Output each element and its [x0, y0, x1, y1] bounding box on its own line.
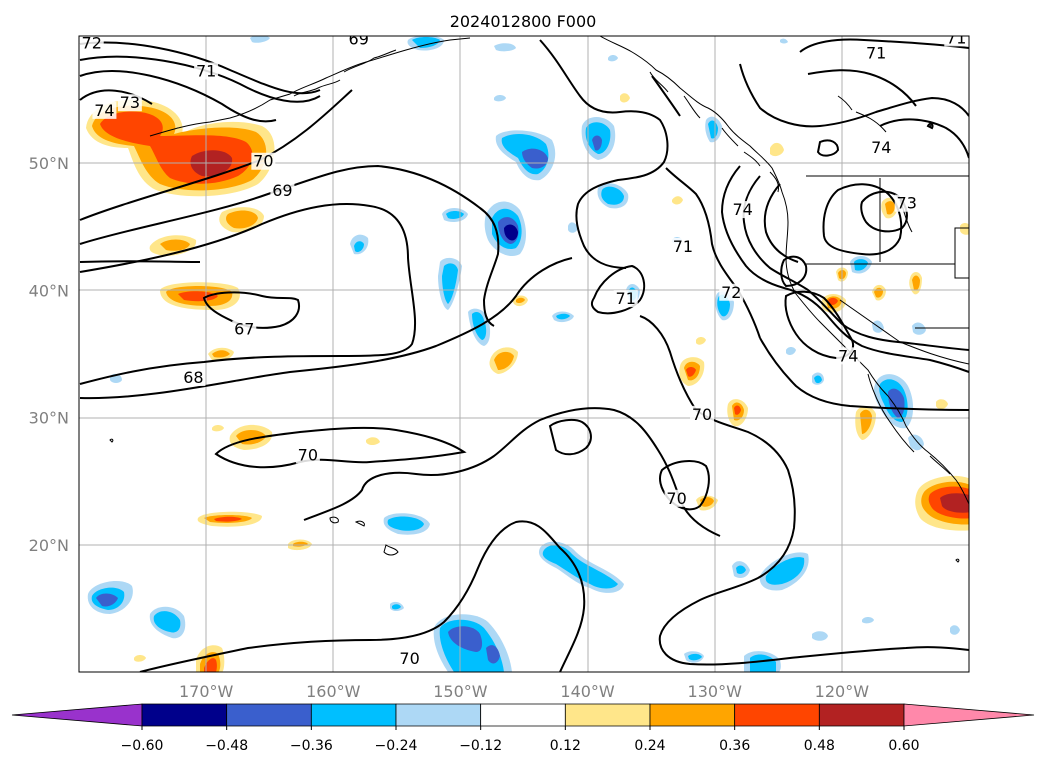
colorbar-tick-label: −0.24 [375, 738, 418, 754]
contour-label: 69 [349, 30, 369, 49]
colorbar-tick-label: 0.24 [634, 738, 665, 754]
contour-label: 74 [94, 101, 114, 120]
contour-label-background [730, 201, 755, 219]
contour-label-background [346, 36, 371, 48]
contour-label-background [232, 320, 257, 338]
longitude-label: 120°W [815, 682, 870, 701]
contour-label-background [690, 405, 714, 423]
map-frame [78, 35, 970, 673]
contour-label: 69 [272, 181, 292, 200]
latitude-label: 50°N [29, 154, 69, 173]
contour-label-background [79, 36, 104, 52]
colorbar-segment [649, 703, 736, 727]
contour-label-background [664, 489, 689, 507]
contour-label-background [670, 237, 695, 255]
contour-label-background [613, 290, 638, 308]
colorbar-extend-high [903, 703, 1035, 727]
contour-label: 68 [183, 368, 203, 387]
contour-label: 70 [399, 649, 419, 668]
longitude-label: 150°W [433, 682, 488, 701]
colorbar-tick-label: 0.36 [719, 738, 750, 754]
contour-label: 71 [616, 289, 636, 308]
colorbar-tick-labels: −0.60 −0.48 −0.36 −0.24 −0.12 0.12 0.24 0.36 0.4… [121, 726, 920, 754]
contour-label-background [864, 44, 889, 62]
longitude-labels: 170°W 160°W 150°W 140°W 130°W 120°W [179, 682, 869, 701]
longitude-label: 170°W [179, 682, 234, 701]
map-panel: 72 69 71 74 73 70 69 67 68 70 70 71 71 72 74 73 74 71 71 74… [78, 28, 970, 673]
colorbar-segment [564, 703, 651, 727]
colorbar-tick-label: 0.48 [804, 738, 835, 754]
colorbar-segment [395, 703, 482, 727]
contour-label-background [869, 138, 894, 156]
contour-label: 73 [897, 194, 917, 213]
gridlines [79, 36, 969, 672]
latitude-label: 20°N [29, 536, 69, 555]
colorbar-segment [734, 703, 820, 727]
colorbar-tick-label: −0.60 [121, 738, 164, 754]
contour-label: 71 [866, 44, 886, 63]
contour-label-background [295, 446, 320, 464]
colorbar-segment [226, 703, 312, 727]
contour-label: 70 [298, 446, 318, 465]
contour-label-background [270, 182, 295, 199]
contour-label: 67 [234, 320, 254, 339]
contour-label: 71 [673, 237, 693, 256]
contour-label-background [92, 101, 117, 119]
contour-label: 70 [692, 405, 712, 424]
colorbar-tick-label: −0.48 [205, 738, 248, 754]
latitude-label: 40°N [29, 281, 69, 300]
contour-label: 71 [196, 61, 216, 80]
contour-label: 71 [946, 28, 966, 47]
contour-label: 74 [733, 200, 753, 219]
contour-label: 74 [838, 346, 858, 365]
colorbar-tick-label: −0.36 [290, 738, 333, 754]
contour-label-background [944, 36, 969, 47]
contour-label: 72 [82, 33, 102, 52]
colorbar-segment [310, 703, 397, 727]
colorbar-segment [141, 703, 228, 727]
contour-label-background [397, 650, 422, 668]
contour-label-background [719, 283, 744, 301]
colorbar-extend-low [11, 703, 143, 727]
contour-label-background [194, 62, 219, 80]
contour-label-background [181, 368, 206, 386]
contour-labels: 72 69 71 74 73 70 69 67 68 70 70 71 71 72 74 73 74 71 71 74… [79, 28, 969, 668]
colorbar-tick-label: 0.60 [888, 738, 919, 754]
contour-label-background [894, 194, 919, 212]
longitude-label: 160°W [306, 682, 361, 701]
contour-label: 70 [666, 489, 686, 508]
contour-label: 70 [253, 152, 273, 171]
colorbar-tick-label: −0.12 [459, 738, 502, 754]
colorbar-segment [480, 703, 566, 727]
colorbar-segments [11, 703, 1035, 727]
contour-label: 73 [120, 93, 140, 112]
colorbar-segment [818, 703, 905, 727]
contour-label: 74 [871, 138, 891, 157]
map-title: 2024012800 F000 [450, 12, 597, 31]
contour-label: 72 [721, 283, 741, 302]
longitude-label: 140°W [560, 682, 615, 701]
contour-label-background [836, 347, 861, 365]
latitude-labels: 50°N 40°N 30°N 20°N [29, 154, 69, 555]
colorbar: −0.60 −0.48 −0.36 −0.24 −0.12 0.12 0.24 0.36 0.4… [11, 703, 1035, 754]
contour-label-background [251, 152, 276, 170]
latitude-label: 30°N [29, 409, 69, 428]
longitude-label: 130°W [688, 682, 743, 701]
colorbar-tick-label: 0.12 [550, 738, 581, 754]
contour-label-background [117, 94, 142, 112]
